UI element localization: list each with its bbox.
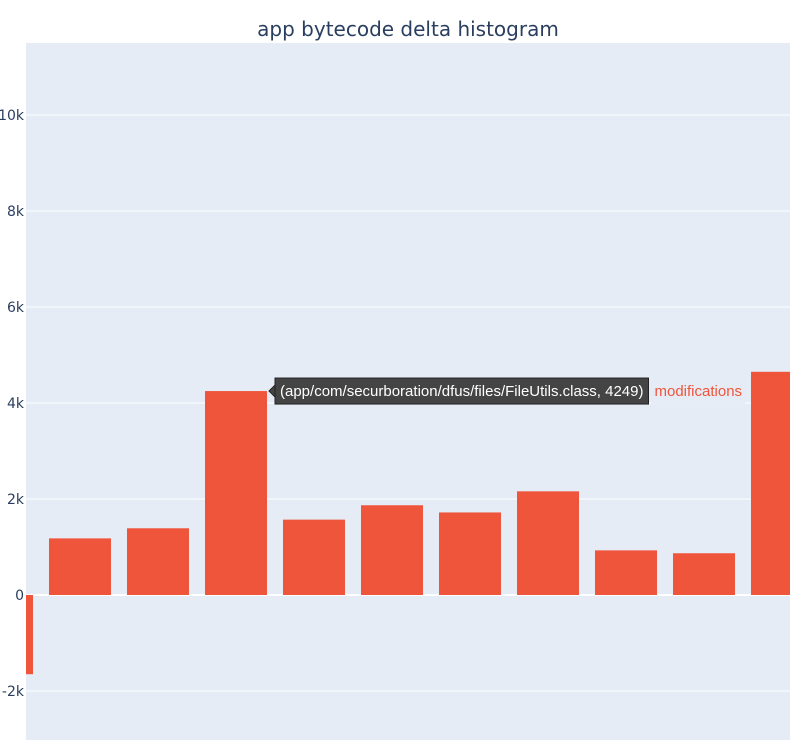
tooltip-trace-label-bg xyxy=(651,378,746,405)
y-tick-label: 0 xyxy=(15,588,24,604)
bar[interactable] xyxy=(751,371,790,595)
bar[interactable] xyxy=(49,538,111,595)
bar[interactable] xyxy=(439,512,501,595)
bar[interactable] xyxy=(673,553,735,595)
y-tick-label: 8k xyxy=(7,204,25,220)
bar[interactable] xyxy=(26,595,33,675)
tooltip-trace-label: modifications xyxy=(655,383,743,400)
chart-title: app bytecode delta histogram xyxy=(257,17,559,41)
y-tick-label: 10k xyxy=(0,108,25,124)
tooltip-text: (app/com/securboration/dfus/files/FileUt… xyxy=(280,383,644,400)
y-axis-ticks: -2k 0 2k 4k 6k 8k 10k xyxy=(0,108,25,700)
bar[interactable] xyxy=(205,391,267,595)
bar[interactable] xyxy=(361,505,423,595)
hover-tooltip: (app/com/securboration/dfus/files/FileUt… xyxy=(268,377,746,405)
bar[interactable] xyxy=(283,519,345,595)
y-tick-label: 6k xyxy=(7,300,25,316)
y-tick-label: 4k xyxy=(7,396,25,412)
bar[interactable] xyxy=(517,491,579,595)
y-tick-label: 2k xyxy=(7,492,25,508)
bars-layer xyxy=(26,371,790,675)
y-tick-label: -2k xyxy=(2,684,25,700)
bar[interactable] xyxy=(595,550,657,595)
tooltip-box xyxy=(274,377,649,405)
bar[interactable] xyxy=(127,528,189,595)
